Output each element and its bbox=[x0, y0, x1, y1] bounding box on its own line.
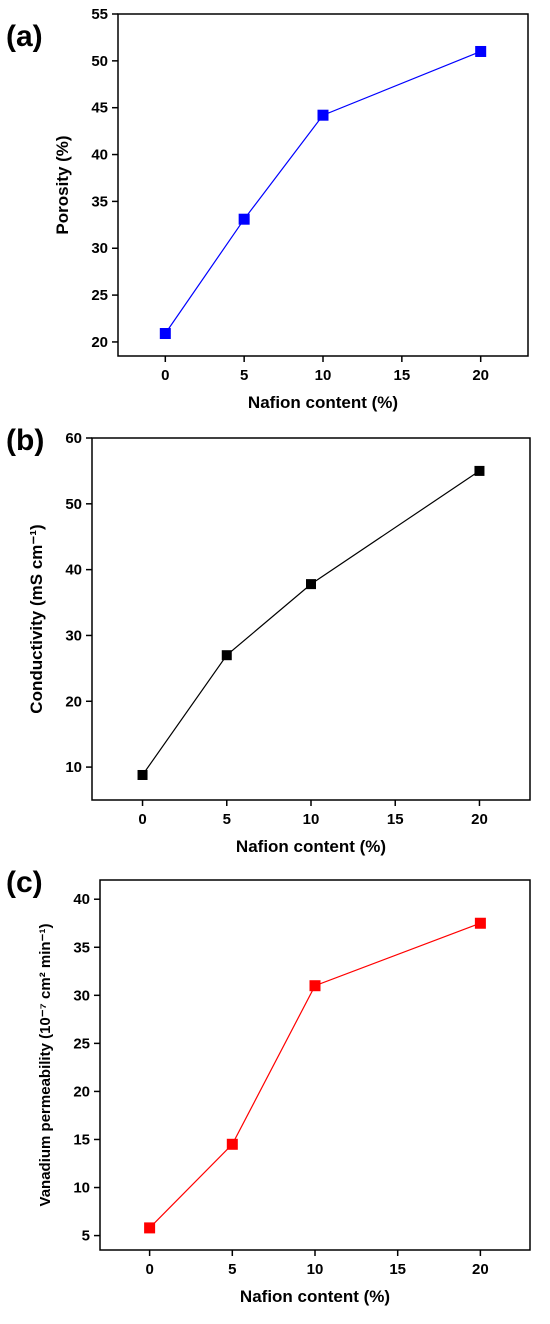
y-tick-label: 30 bbox=[73, 987, 90, 1004]
data-point bbox=[238, 213, 250, 225]
y-tick-label: 50 bbox=[65, 496, 82, 513]
plot-frame bbox=[99, 879, 531, 1251]
x-tick-label: 5 bbox=[223, 811, 231, 828]
x-tick-label: 10 bbox=[307, 1261, 324, 1278]
x-tick-label: 20 bbox=[472, 1261, 489, 1278]
conductivity-chart: 0 5 10 15 20 10 20 30 40 50 60 Nafion content (%) Co… bbox=[27, 430, 531, 856]
y-tick-label: 40 bbox=[65, 562, 82, 579]
panel-label: (c) bbox=[6, 866, 43, 899]
x-tick-label: 15 bbox=[387, 811, 404, 828]
data-point bbox=[221, 650, 232, 661]
data-point bbox=[226, 1138, 238, 1150]
x-tick-label: 10 bbox=[303, 811, 320, 828]
x-tick-label: 15 bbox=[394, 367, 411, 384]
data-point bbox=[309, 980, 321, 992]
series-line bbox=[149, 922, 481, 1229]
x-tick-label: 5 bbox=[240, 367, 248, 384]
data-point bbox=[159, 328, 171, 340]
y-tick-label: 25 bbox=[73, 1035, 90, 1052]
y-tick-label: 55 bbox=[91, 6, 108, 23]
x-axis-label: Nafion content (%) bbox=[248, 393, 398, 412]
y-tick-label: 5 bbox=[82, 1228, 90, 1245]
panel-label: (b) bbox=[6, 424, 45, 457]
data-point bbox=[474, 465, 485, 476]
y-tick-label: 15 bbox=[73, 1131, 90, 1148]
panel-permeability: (c) 0 5 10 15 20 5 10 15 20 25 30 35 40 Nafion conten… bbox=[0, 866, 550, 1324]
y-tick-label: 60 bbox=[65, 430, 82, 447]
data-point bbox=[475, 45, 487, 57]
y-tick-label: 40 bbox=[73, 891, 90, 908]
y-tick-label: 30 bbox=[91, 240, 108, 257]
x-axis-label: Nafion content (%) bbox=[240, 1287, 390, 1306]
x-tick-label: 20 bbox=[471, 811, 488, 828]
permeability-chart: 0 5 10 15 20 5 10 15 20 25 30 35 40 Nafion content (%… bbox=[37, 879, 531, 1306]
y-tick-label: 20 bbox=[91, 334, 108, 351]
series-line bbox=[142, 470, 480, 776]
x-tick-label: 0 bbox=[145, 1261, 153, 1278]
y-axis-label: Porosity (%) bbox=[53, 135, 72, 234]
plot-frame bbox=[117, 13, 529, 357]
series-line bbox=[164, 50, 481, 334]
plot-frame bbox=[91, 437, 531, 801]
data-point bbox=[317, 109, 329, 121]
data-point bbox=[137, 769, 148, 780]
y-tick-label: 25 bbox=[91, 287, 108, 304]
y-tick-label: 10 bbox=[73, 1180, 90, 1197]
panel-porosity: (a) 0 5 10 15 20 20 25 30 35 40 45 50 55 Nafion conte… bbox=[0, 0, 550, 430]
x-tick-label: 15 bbox=[389, 1261, 406, 1278]
y-axis-label: Vanadium permeability (10⁻⁷ cm² min⁻¹) bbox=[37, 924, 54, 1207]
data-point bbox=[144, 1222, 156, 1234]
y-tick-label: 10 bbox=[65, 759, 82, 776]
data-point bbox=[306, 579, 316, 590]
y-tick-label: 30 bbox=[65, 627, 82, 644]
y-tick-label: 35 bbox=[91, 193, 108, 210]
x-tick-label: 20 bbox=[472, 367, 489, 384]
y-tick-label: 20 bbox=[65, 693, 82, 710]
y-tick-label: 50 bbox=[91, 53, 108, 70]
x-tick-label: 10 bbox=[315, 367, 332, 384]
y-axis-label: Conductivity (mS cm⁻¹) bbox=[27, 524, 46, 713]
porosity-chart: 0 5 10 15 20 20 25 30 35 40 45 50 55 Nafion content (… bbox=[53, 6, 529, 412]
data-point bbox=[474, 917, 486, 929]
x-tick-label: 0 bbox=[138, 811, 146, 828]
y-tick-label: 45 bbox=[91, 100, 108, 117]
x-tick-label: 5 bbox=[228, 1261, 236, 1278]
panel-label: (a) bbox=[6, 20, 43, 53]
x-axis-label: Nafion content (%) bbox=[236, 837, 386, 856]
y-tick-label: 40 bbox=[91, 147, 108, 164]
y-tick-label: 35 bbox=[73, 939, 90, 956]
panel-conductivity: (b) 0 5 10 15 20 10 20 30 40 50 60 Nafion content (… bbox=[0, 424, 550, 870]
y-tick-label: 20 bbox=[73, 1083, 90, 1100]
x-tick-label: 0 bbox=[161, 367, 169, 384]
